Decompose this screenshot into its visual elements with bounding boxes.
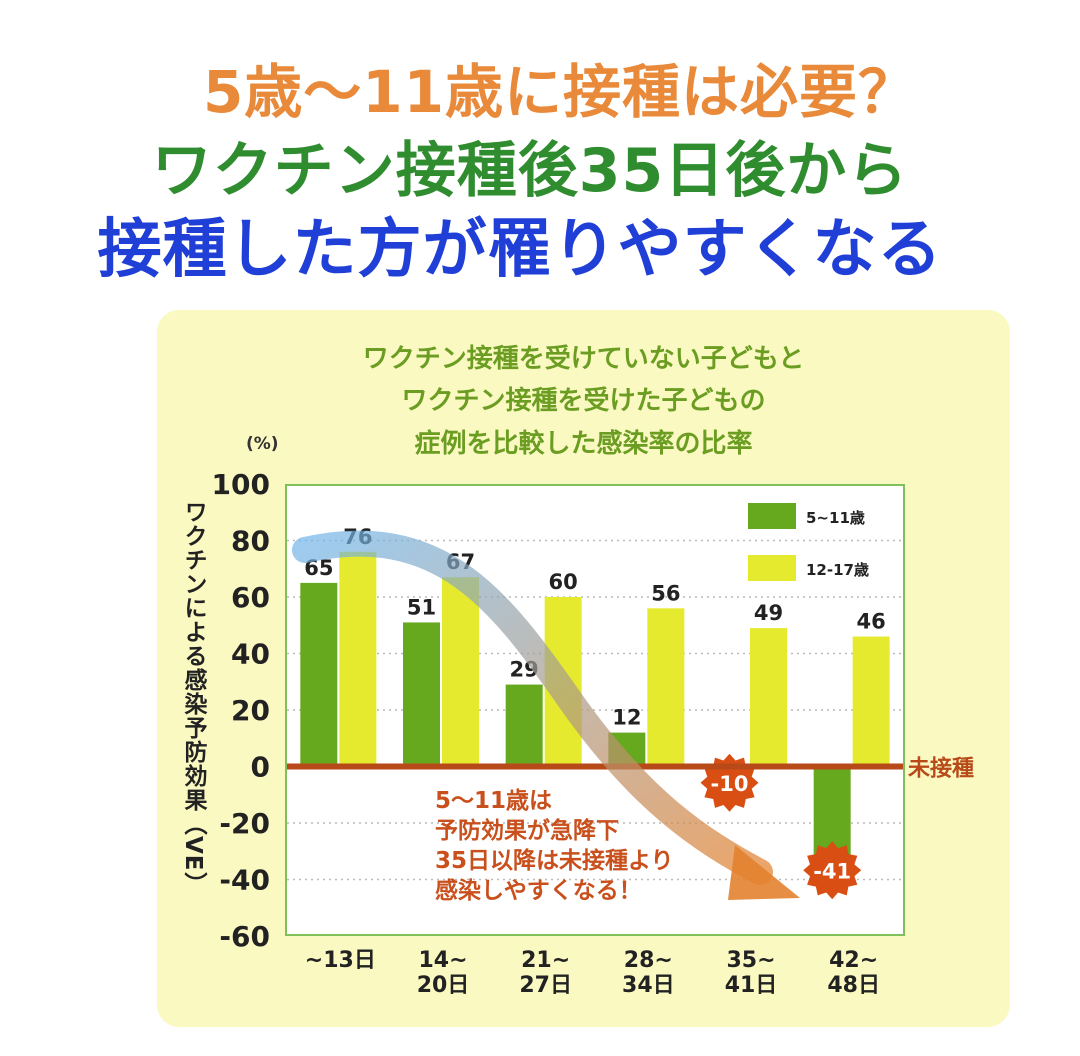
x-tick-label: 42~ xyxy=(829,948,878,973)
bar-12-17 xyxy=(750,628,787,767)
bar-12-17 xyxy=(339,551,377,767)
annotation-line: 5～11歳は xyxy=(435,788,552,814)
x-tick-label: ~13日 xyxy=(305,948,376,973)
y-tick-label: -20 xyxy=(219,807,270,840)
legend-label-12-17: 12-17歳 xyxy=(806,561,869,579)
baseline-label: 未接種 xyxy=(908,757,974,782)
x-tick-label: 35~ xyxy=(726,948,775,973)
x-tick-label: 14~ xyxy=(418,948,467,973)
data-label: -10 xyxy=(711,772,749,796)
chart-title-line-2: ワクチン接種を受けた子どもの xyxy=(401,386,766,416)
data-label: 46 xyxy=(857,610,886,634)
chart-title-line-1: ワクチン接種を受けていない子どもと xyxy=(362,344,805,374)
y-tick-label: 80 xyxy=(231,525,270,558)
annotation-line: 感染しやすくなる！ xyxy=(435,877,642,904)
negative-badge xyxy=(803,841,862,900)
y-tick-label: 20 xyxy=(231,694,270,727)
annotation-line: 35日以降は未接種より xyxy=(435,848,674,874)
data-label: 51 xyxy=(407,595,436,619)
headline-line-1: 5歳～11歳に接種は必要？ xyxy=(202,58,918,126)
chart-title-line-3: 症例を比較した感染率の比率 xyxy=(414,429,753,459)
y-tick-label: 100 xyxy=(212,468,270,501)
y-tick-label: 60 xyxy=(231,581,270,614)
data-label: 60 xyxy=(549,570,578,594)
x-tick-label: 48日 xyxy=(827,973,880,998)
y-tick-label: -40 xyxy=(219,864,270,897)
x-tick-label: 27日 xyxy=(519,973,572,998)
y-axis-unit: (%) xyxy=(246,434,279,454)
legend-label-5-11: 5~11歳 xyxy=(806,509,865,527)
y-tick-label: 40 xyxy=(231,638,270,671)
headline-line-3: 接種した方が罹りやすくなる xyxy=(97,213,943,287)
x-tick-label: 28~ xyxy=(624,948,673,973)
legend-swatch-5-11 xyxy=(748,503,796,529)
legend-swatch-12-17 xyxy=(748,555,796,581)
bar-5-11 xyxy=(300,582,338,767)
bar-5-11 xyxy=(403,622,440,767)
y-axis-label: ワクチンによる感染予防効果（VE） xyxy=(180,500,206,896)
y-tick-label: -60 xyxy=(219,920,270,953)
data-label: 49 xyxy=(754,601,783,625)
bar-12-17 xyxy=(852,636,890,767)
x-tick-label: 41日 xyxy=(725,973,778,998)
x-tick-label: 21~ xyxy=(521,948,570,973)
y-tick-label: 0 xyxy=(251,751,270,784)
bar-5-11 xyxy=(505,684,543,767)
x-tick-label: 34日 xyxy=(622,973,675,998)
data-label: -41 xyxy=(813,859,851,883)
data-label: 56 xyxy=(651,581,680,605)
x-tick-label: 20日 xyxy=(417,973,470,998)
bar-12-17 xyxy=(647,608,685,767)
trend-arrow xyxy=(292,530,773,885)
annotation-line: 予防効果が急降下 xyxy=(435,817,619,844)
headline-line-2: ワクチン接種後35日後から xyxy=(151,136,909,206)
data-label: 12 xyxy=(612,706,641,730)
bar-12-17 xyxy=(442,577,479,767)
bottom-strip xyxy=(0,1040,1080,1056)
trend-arrow-head xyxy=(728,845,800,900)
